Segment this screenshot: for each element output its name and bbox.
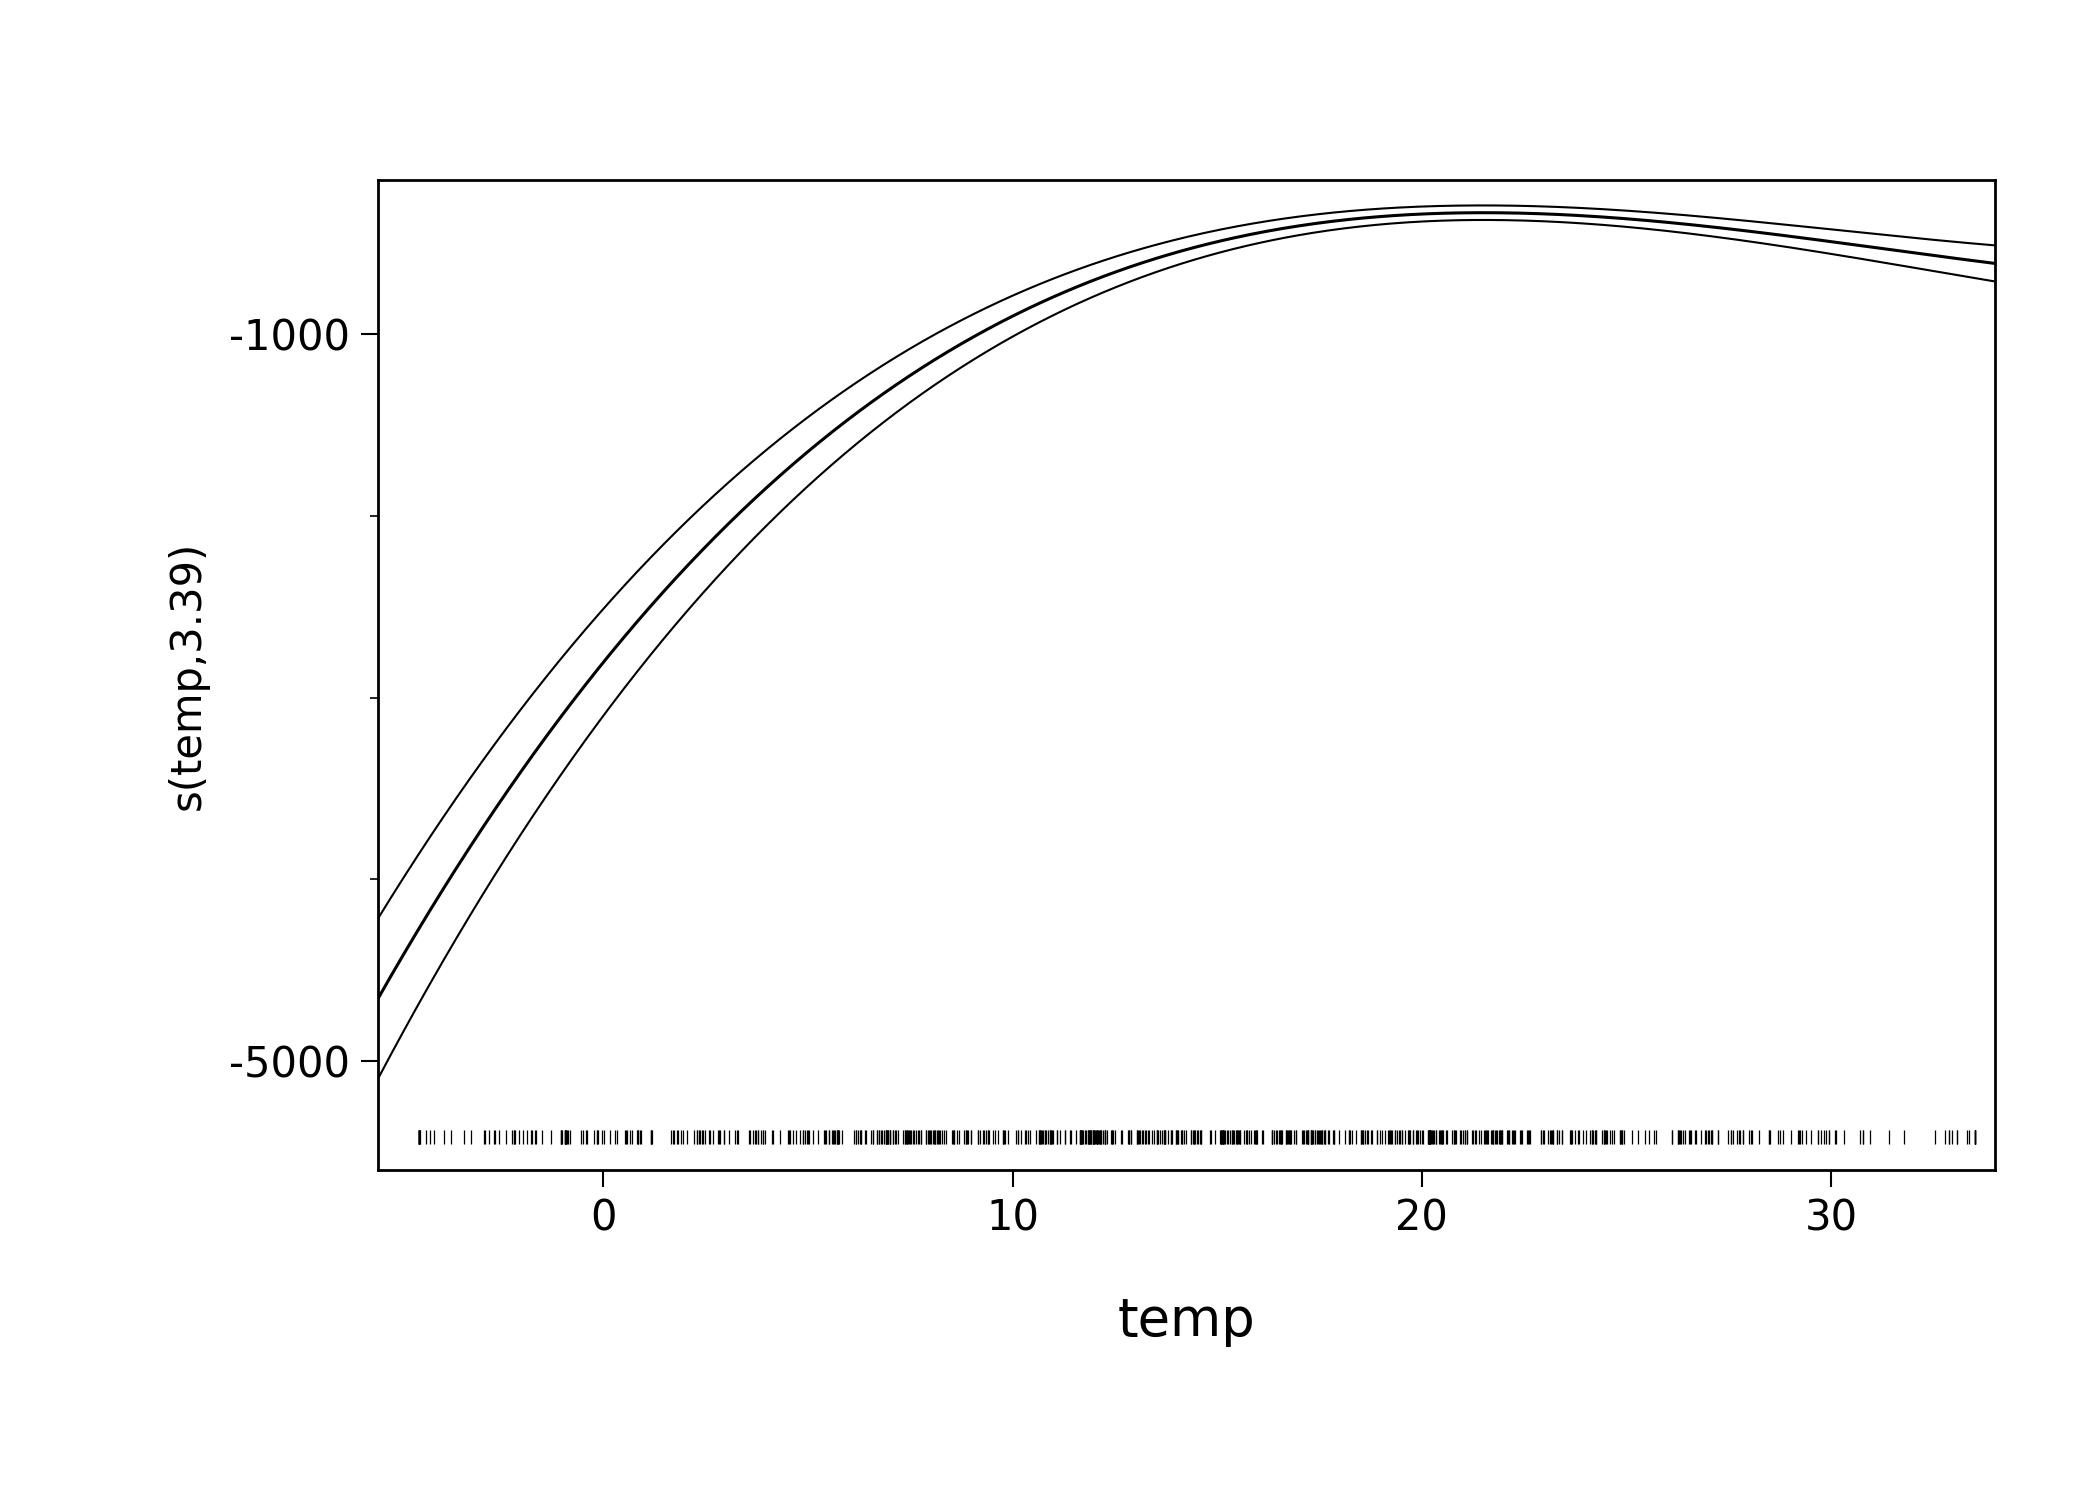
- X-axis label: temp: temp: [1117, 1296, 1256, 1347]
- Y-axis label: s(temp,3.39): s(temp,3.39): [166, 540, 208, 810]
